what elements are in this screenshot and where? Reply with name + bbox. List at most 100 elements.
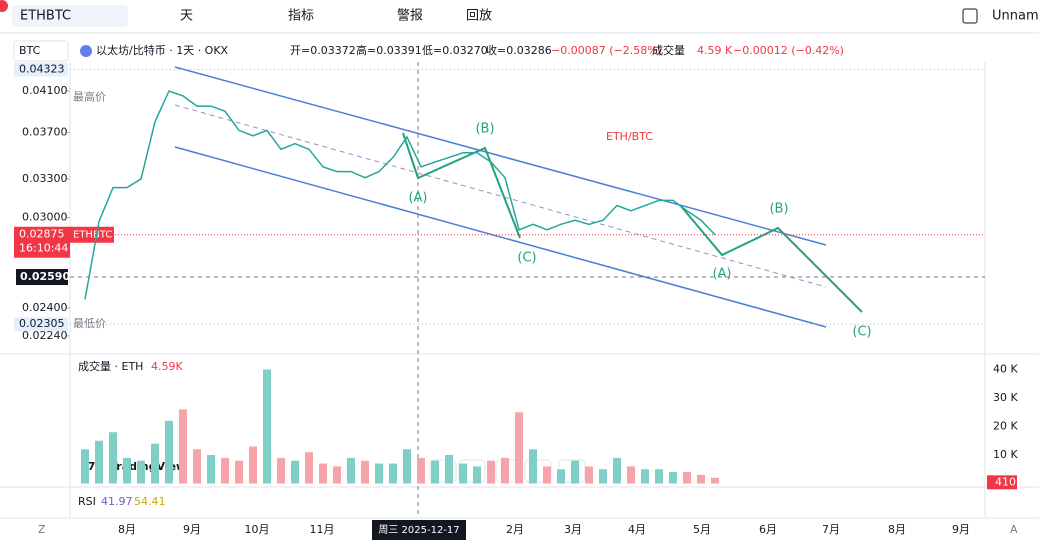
volume-bar	[543, 466, 551, 484]
volume-bar	[711, 477, 719, 484]
channel-line	[174, 66, 827, 246]
time-label: 9月	[183, 523, 201, 536]
volume-bar	[557, 469, 565, 484]
volume-bar	[291, 460, 299, 484]
volume-bar	[501, 457, 509, 484]
volume-bar	[319, 463, 327, 484]
legend-title: 以太坊/比特币 · 1天 · OKX	[96, 43, 229, 57]
axis-right-button[interactable]: A	[1010, 523, 1018, 536]
countdown: 16:10:44	[19, 242, 68, 255]
volume-tick-label: 40 K	[993, 363, 1018, 376]
axis-left-button[interactable]: Z	[38, 523, 46, 536]
rsi-value: 54.41	[134, 495, 166, 508]
checkbox[interactable]	[962, 8, 978, 24]
volume-bar	[627, 466, 635, 484]
symbol-box[interactable]	[12, 5, 128, 27]
time-label: 3月	[564, 523, 582, 536]
price-tick-label: 0.04100	[22, 84, 68, 97]
volume-bar	[445, 455, 453, 484]
volume-bar	[697, 474, 705, 484]
volume-value: 4.59K	[151, 360, 183, 373]
volume-tick-label: 20 K	[993, 420, 1018, 433]
volume-bar	[347, 457, 355, 484]
time-label: 4月	[628, 523, 646, 536]
volume-bar	[641, 469, 649, 484]
wave-label: (B)	[769, 202, 788, 217]
interval[interactable]: 天	[180, 9, 193, 24]
legend-change: −0.00087 (−2.58%)	[551, 44, 662, 57]
volume-bar	[529, 449, 537, 484]
time-label: 8月	[118, 523, 136, 536]
extreme-tag: 0.04323	[19, 63, 65, 76]
extreme-tag-bg	[14, 62, 68, 77]
wave-label: (A)	[408, 191, 427, 206]
time-label: 8月	[888, 523, 906, 536]
legend-open: 开=0.03372	[290, 44, 356, 57]
volume-bar	[459, 463, 467, 484]
legend-volume-change: −0.00012 (−0.42%)	[733, 44, 844, 57]
volume-bar	[151, 443, 159, 484]
time-label: 7月	[822, 523, 840, 536]
wave-label: (A)	[712, 267, 731, 282]
extreme-tag: 0.02305	[19, 317, 65, 330]
volume-bar	[571, 460, 579, 484]
time-label: 6月	[759, 523, 777, 536]
rsi-title: RSI	[78, 495, 96, 508]
price-tick-label: 0.03700	[22, 126, 68, 139]
price-tick-label: 0.02240	[22, 329, 68, 342]
pair-annotation: ETH/BTC	[606, 130, 653, 143]
wave-label: (B)	[475, 122, 494, 137]
volume-bar	[683, 472, 691, 484]
crosshair-time: 周三 2025-12-17	[378, 524, 459, 536]
extreme-name: 最高价	[73, 90, 106, 104]
crosshair-price: 0.02590	[20, 270, 70, 283]
volume-bar	[221, 457, 229, 484]
channel-line	[174, 146, 827, 328]
volume-bar	[431, 460, 439, 484]
time-label: 11月	[310, 523, 335, 536]
volume-bar	[249, 446, 257, 484]
price-tick-label: 0.03300	[22, 172, 68, 185]
wave-label: (C)	[517, 251, 536, 266]
volume-bar	[403, 449, 411, 484]
volume-bar	[361, 460, 369, 484]
volume-bar	[305, 452, 313, 484]
layout-name[interactable]: Unname	[992, 9, 1039, 24]
volume-bar	[333, 466, 341, 484]
volume-last-bg	[987, 475, 1017, 490]
volume-bar	[123, 457, 131, 484]
volume-bar	[179, 409, 187, 484]
alerts[interactable]: 警报	[397, 8, 423, 24]
volume-bar	[137, 460, 145, 484]
currency[interactable]: BTC	[19, 44, 41, 57]
price-tick-label: 0.02400	[22, 301, 68, 314]
crosshair-price-bg	[16, 269, 68, 286]
channel-midline	[174, 104, 827, 288]
legend-volume-label: 成交量	[652, 43, 685, 57]
volume-bar	[389, 463, 397, 484]
volume-bar	[165, 420, 173, 484]
symbol[interactable]: ETHBTC	[20, 9, 71, 24]
volume-last: 410	[995, 475, 1016, 488]
volume-bar	[417, 457, 425, 484]
volume-bar	[585, 466, 593, 484]
time-label: 10月	[245, 523, 270, 536]
wave-line	[679, 204, 863, 313]
volume-bar	[473, 466, 481, 484]
currency-select[interactable]	[13, 40, 69, 62]
price-tick-label: 0.03000	[22, 211, 68, 224]
extreme-name: 最低价	[73, 317, 106, 330]
last-price-bg	[14, 226, 70, 258]
legend-low: 低=0.03270	[422, 44, 488, 57]
legend-close: 收=0.03286	[486, 43, 552, 57]
rsi-value: 41.97	[101, 495, 133, 508]
replay[interactable]: 回放	[466, 9, 492, 24]
volume-bar	[109, 432, 117, 484]
logo: TradingView	[110, 460, 186, 473]
volume-bar	[235, 460, 243, 484]
volume-title: 成交量 · ETH	[78, 359, 143, 373]
indicators[interactable]: 指标	[288, 9, 314, 24]
wave-label: (C)	[852, 325, 871, 340]
